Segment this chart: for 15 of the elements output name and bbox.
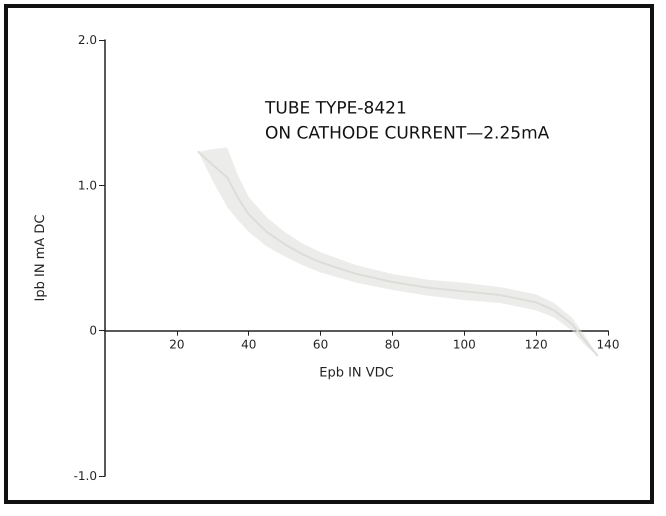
y-axis-title: Ipb IN mA DC [33, 214, 48, 302]
text: ON CATHODE CURRENT—2.25mA [265, 124, 550, 144]
x-tick-label: 100 [452, 338, 476, 352]
y-tick-label: 2.0 [78, 33, 97, 47]
x-tick-label: 20 [169, 338, 184, 352]
y-tick-label: 0 [89, 324, 97, 338]
text: TUBE TYPE-8421 [264, 98, 407, 118]
x-tick-label: 120 [524, 338, 548, 352]
x-tick-label: 60 [312, 338, 328, 352]
y-tick-label: 1.0 [78, 178, 97, 192]
x-tick-label: 80 [384, 338, 400, 352]
x-tick-label: 40 [241, 338, 256, 352]
x-axis-title: Epb IN VDC [319, 366, 394, 381]
x-tick-label: 140 [596, 338, 620, 352]
y-tick-label: -1.0 [74, 469, 97, 483]
